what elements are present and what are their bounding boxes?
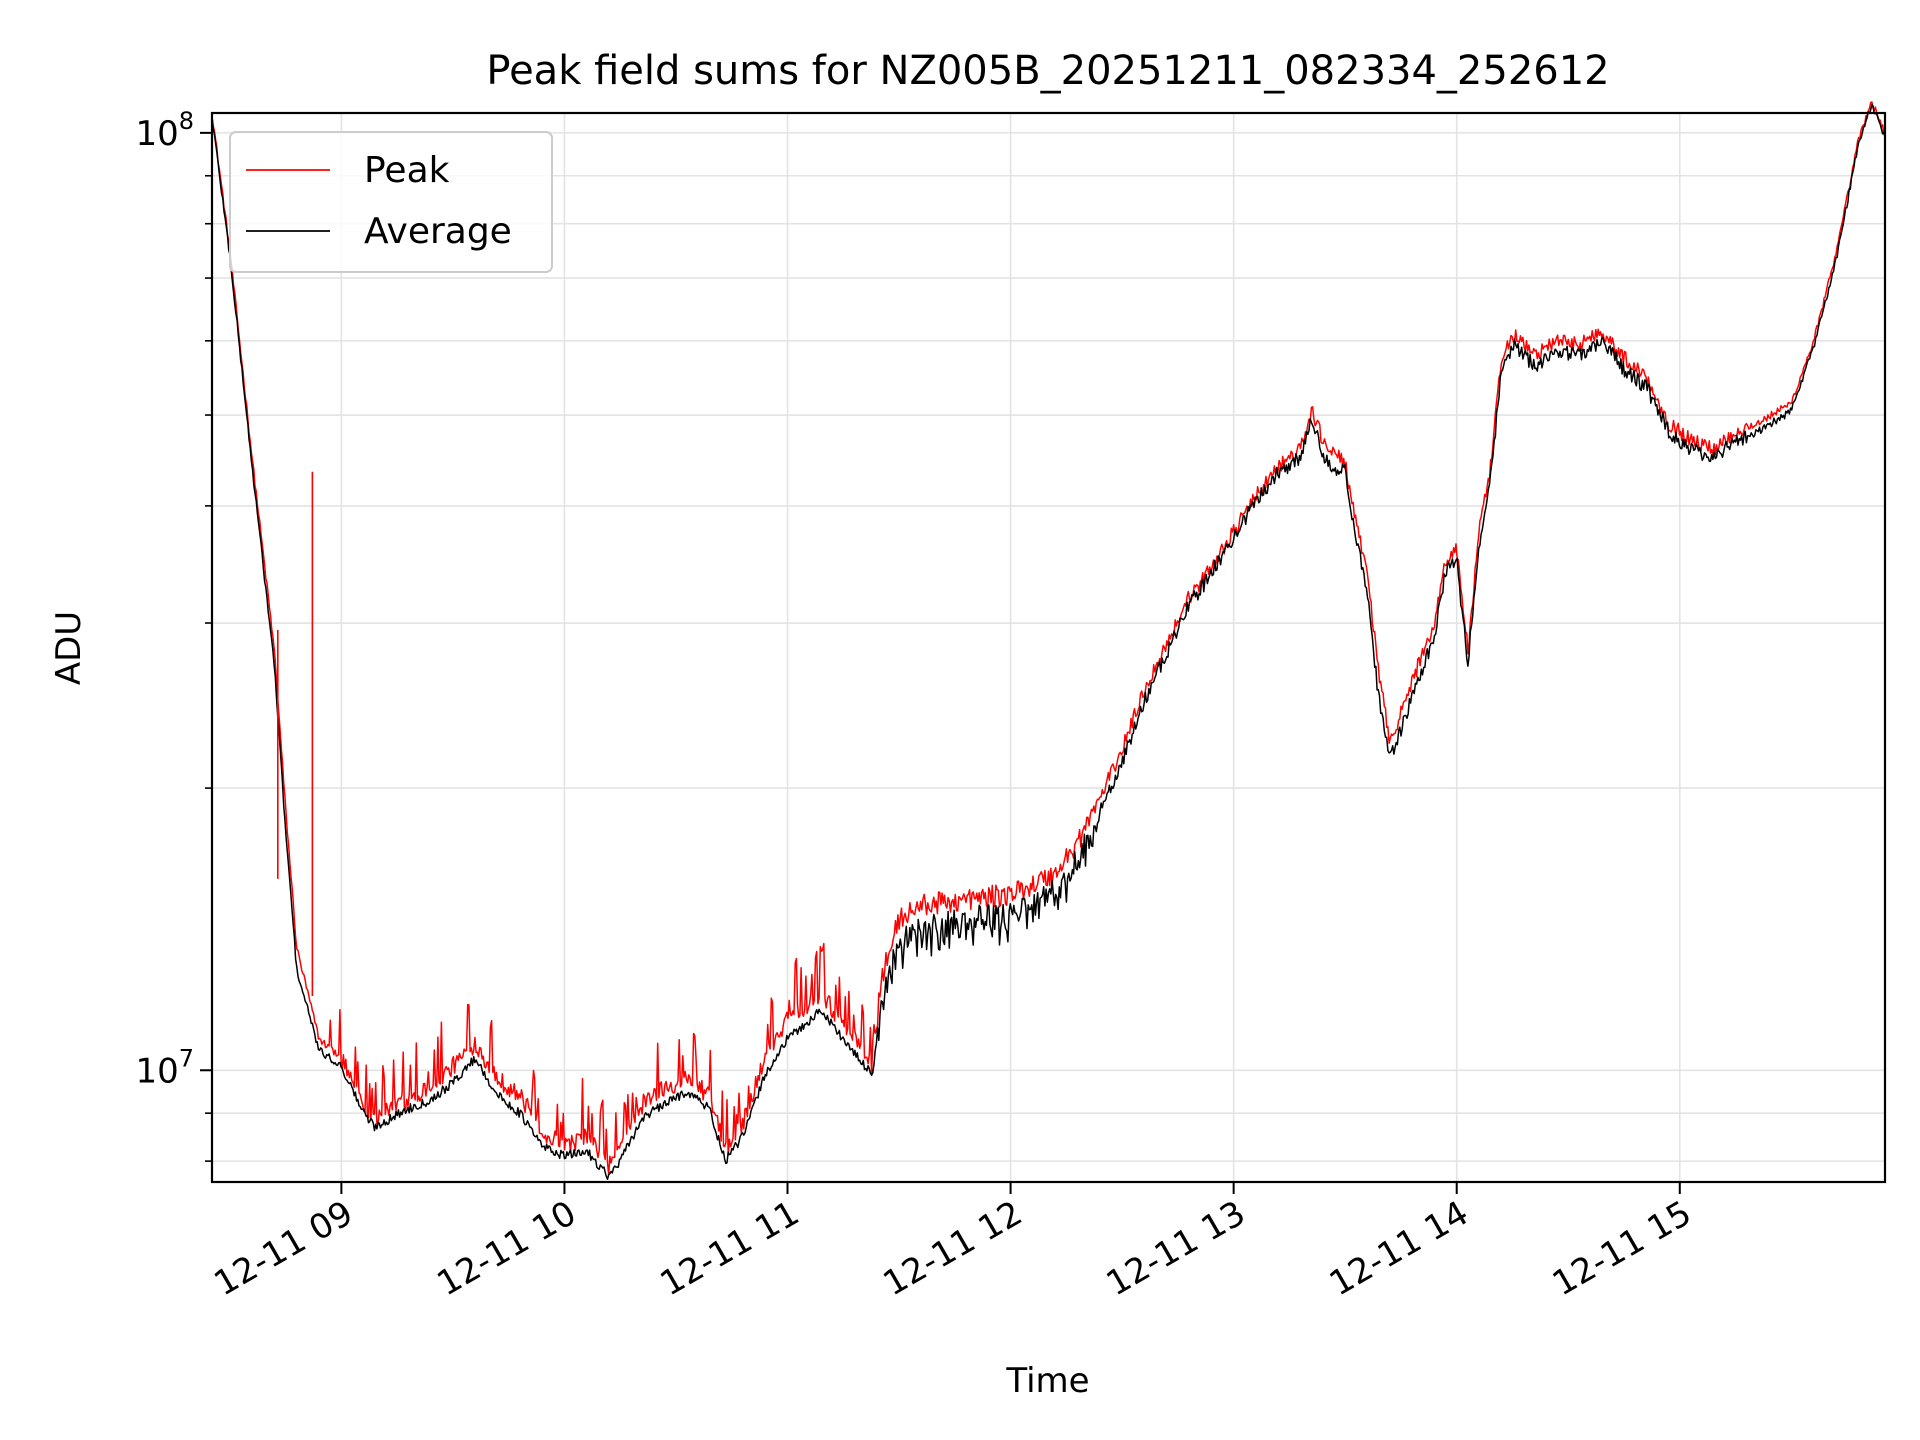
plot-frame bbox=[210, 111, 1887, 1184]
y-tick-label: 108 bbox=[135, 107, 194, 154]
grid-layer bbox=[212, 113, 1885, 1182]
x-axis-label: Time bbox=[1005, 1361, 1089, 1401]
y-tick-exponent: 8 bbox=[179, 107, 194, 135]
series-line-average bbox=[211, 103, 1886, 1181]
chart-title: Peak field sums for NZ005B_20251211_0823… bbox=[486, 48, 1609, 94]
y-axis-label: ADU bbox=[49, 611, 89, 685]
y-tick-exponent: 7 bbox=[179, 1044, 194, 1072]
series-line-peak bbox=[211, 101, 1886, 1176]
y-tick-base: 10 bbox=[135, 114, 178, 154]
series-layer bbox=[211, 101, 1886, 1181]
legend-label-average: Average bbox=[364, 211, 512, 252]
y-tick-label: 107 bbox=[135, 1044, 194, 1091]
legend-label-peak: Peak bbox=[364, 150, 450, 191]
y-tick-base: 10 bbox=[135, 1051, 178, 1091]
legend-box bbox=[229, 131, 553, 273]
legend: Peak Average bbox=[229, 131, 553, 273]
